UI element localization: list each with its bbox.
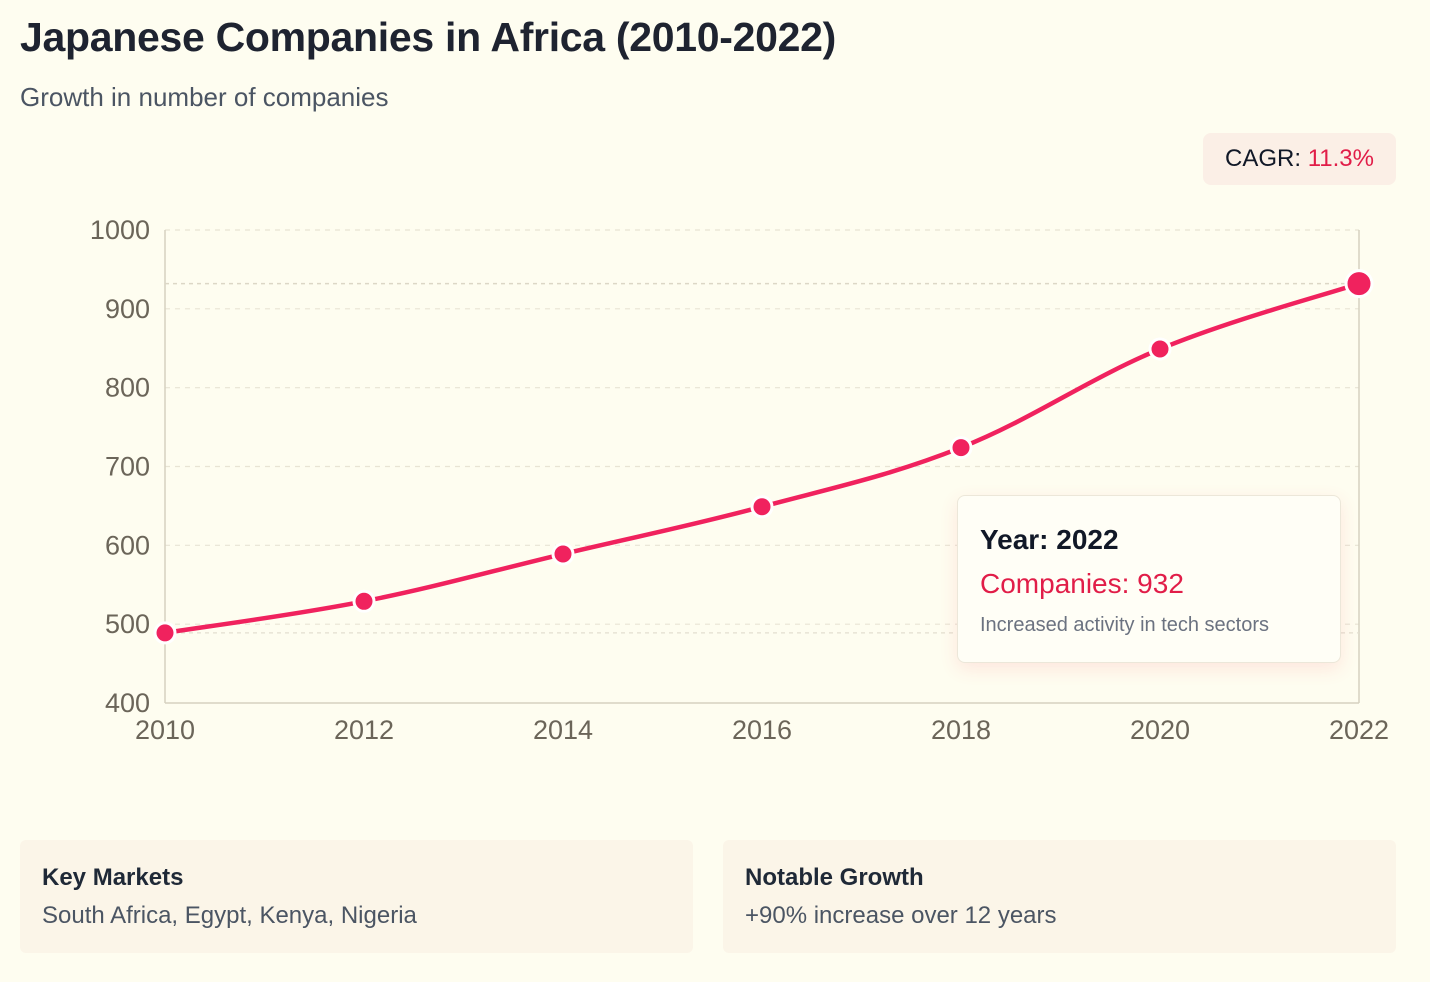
data-point[interactable]	[352, 589, 376, 613]
data-point[interactable]	[949, 436, 973, 460]
y-tick-labels: 400 500 600 700 800 900 1000	[90, 215, 150, 718]
x-tick-label: 2022	[1329, 715, 1389, 745]
y-tick-label: 600	[105, 530, 150, 560]
y-tick-label: 700	[105, 452, 150, 482]
tooltip-year: Year: 2022	[980, 524, 1119, 555]
chart-subtitle: Growth in number of companies	[20, 82, 389, 112]
notable-growth-title: Notable Growth	[745, 864, 924, 891]
tooltip: Year: 2022 Companies: 932 Increased acti…	[957, 495, 1341, 663]
data-point[interactable]	[1148, 337, 1172, 361]
data-point[interactable]	[153, 621, 177, 645]
data-point[interactable]	[551, 542, 575, 566]
x-tick-labels: 2010 2012 2014 2016 2018 2020 2022	[135, 715, 1389, 745]
tooltip-companies: Companies: 932	[980, 568, 1184, 599]
x-tick-label: 2018	[931, 715, 991, 745]
key-markets-card: Key Markets South Africa, Egypt, Kenya, …	[20, 840, 693, 953]
x-tick-label: 2016	[732, 715, 792, 745]
x-tick-label: 2012	[334, 715, 394, 745]
highlighted-data-point[interactable]	[1344, 269, 1374, 299]
key-markets-text: South Africa, Egypt, Kenya, Nigeria	[42, 902, 417, 929]
tooltip-note: Increased activity in tech sectors	[980, 614, 1270, 636]
y-tick-label: 500	[105, 609, 150, 639]
data-point[interactable]	[750, 495, 774, 519]
y-tick-label: 400	[105, 688, 150, 718]
cagr-value: 11.3%	[1307, 145, 1374, 172]
y-tick-label: 1000	[90, 215, 150, 245]
cagr-label: CAGR:	[1225, 145, 1308, 172]
y-tick-label: 900	[105, 294, 150, 324]
y-tick-label: 800	[105, 373, 150, 403]
cagr-badge: CAGR: 11.3%	[1203, 133, 1396, 185]
x-tick-label: 2010	[135, 715, 195, 745]
chart-title: Japanese Companies in Africa (2010-2022)	[20, 14, 836, 60]
data-points	[153, 269, 1374, 645]
x-tick-label: 2020	[1130, 715, 1190, 745]
key-markets-title: Key Markets	[42, 864, 184, 891]
notable-growth-card: Notable Growth +90% increase over 12 yea…	[723, 840, 1396, 953]
notable-growth-text: +90% increase over 12 years	[745, 902, 1057, 929]
x-tick-label: 2014	[533, 715, 593, 745]
